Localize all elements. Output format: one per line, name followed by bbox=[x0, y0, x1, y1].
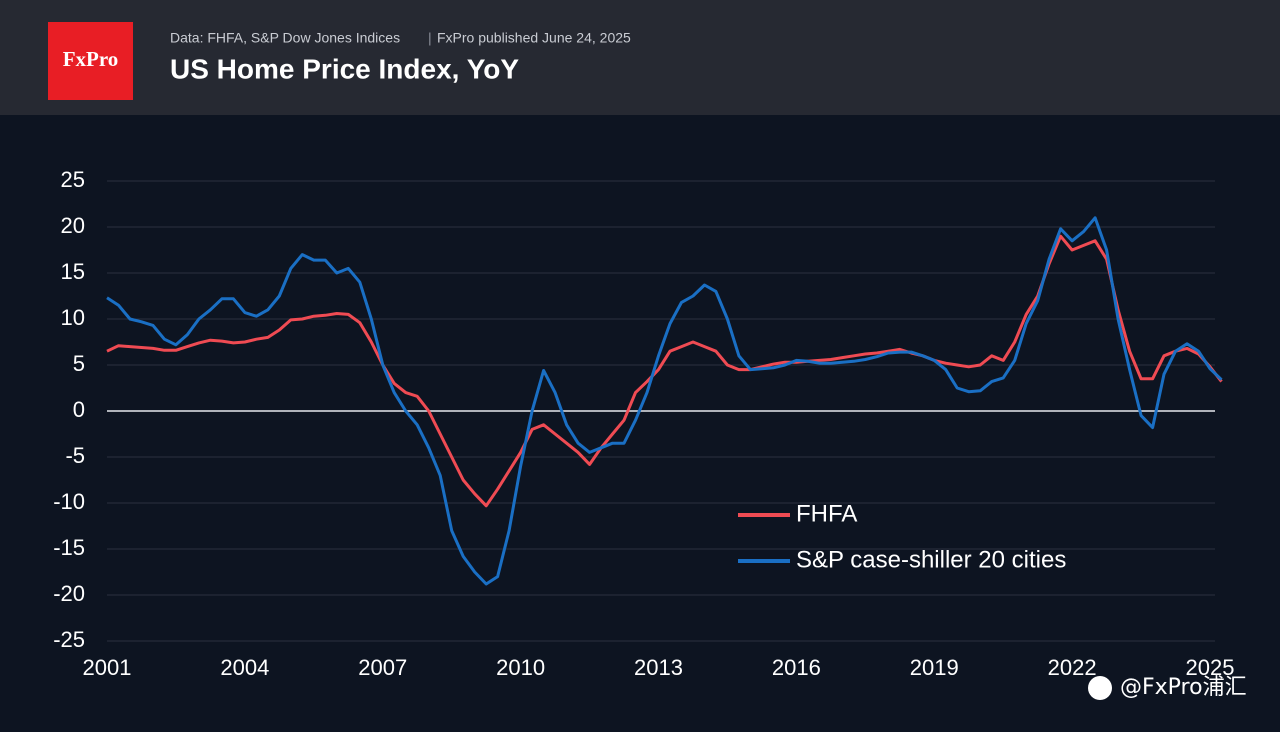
y-tick-label: 15 bbox=[61, 259, 85, 284]
separator: | bbox=[428, 30, 432, 46]
y-tick-label: 0 bbox=[73, 397, 85, 422]
x-tick-label: 2004 bbox=[220, 655, 269, 680]
line-series bbox=[106, 216, 1223, 586]
watermark-icon bbox=[1088, 676, 1112, 700]
source: Data: FHFA, S&P Dow Jones Indices bbox=[170, 30, 400, 46]
y-tick-label: 5 bbox=[73, 351, 85, 376]
y-tick-label: -20 bbox=[53, 581, 85, 606]
x-tick-label: 2025 bbox=[1186, 655, 1235, 680]
header-band bbox=[0, 0, 1280, 115]
logo bbox=[48, 22, 133, 100]
x-tick-label: 2022 bbox=[1048, 655, 1097, 680]
x-tick-label: 2007 bbox=[358, 655, 407, 680]
x-tick-label: 2016 bbox=[772, 655, 821, 680]
y-tick-label: -15 bbox=[53, 535, 85, 560]
y-tick-label: 10 bbox=[61, 305, 85, 330]
x-tick-label: 2013 bbox=[634, 655, 683, 680]
published: FxPro published June 24, 2025 bbox=[437, 30, 631, 46]
watermark: @FxPro浦汇 bbox=[1120, 675, 1247, 700]
y-tick-label: -5 bbox=[65, 443, 85, 468]
x-tick-label: 2001 bbox=[83, 655, 132, 680]
y-tick-label: 25 bbox=[61, 167, 85, 192]
legend-label: FHFA bbox=[796, 500, 857, 527]
y-tick-label: 20 bbox=[61, 213, 85, 238]
line-series bbox=[106, 234, 1223, 508]
logo-text: FxPro bbox=[63, 47, 119, 71]
chart-title: US Home Price Index, YoY bbox=[170, 53, 519, 84]
legend-label: S&P case-shiller 20 cities bbox=[796, 546, 1066, 573]
x-tick-label: 2019 bbox=[910, 655, 959, 680]
y-tick-label: -10 bbox=[53, 489, 85, 514]
x-tick-label: 2010 bbox=[496, 655, 545, 680]
y-tick-label: -25 bbox=[53, 627, 85, 652]
